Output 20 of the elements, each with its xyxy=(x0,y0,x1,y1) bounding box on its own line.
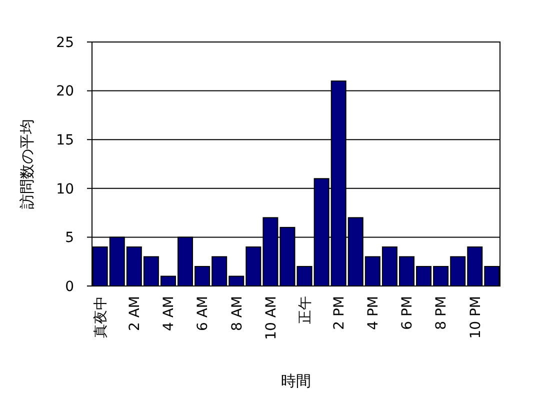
y-axis-title: 訪問数の平均 xyxy=(18,119,36,209)
y-tick-label: 25 xyxy=(56,34,74,51)
y-tick-label: 15 xyxy=(56,132,74,148)
x-tick-label: 4 PM xyxy=(366,296,382,330)
x-tick-label: 真夜中 xyxy=(92,296,109,338)
x-tick-label: 2 PM xyxy=(331,296,348,330)
x-tick-label: 8 AM xyxy=(229,296,246,332)
x-axis-title: 時間 xyxy=(281,372,311,390)
y-tick-label: 0 xyxy=(65,278,74,295)
x-tick-label: 正午 xyxy=(297,296,314,324)
x-tick-label: 10 AM xyxy=(263,296,280,340)
y-tick-label: 20 xyxy=(56,84,74,100)
y-tick-label: 10 xyxy=(56,181,74,198)
x-tick-label: 10 PM xyxy=(468,296,484,339)
x-tick-label: 2 AM xyxy=(127,296,144,332)
y-tick-label: 5 xyxy=(65,230,74,246)
x-tick-label: 6 PM xyxy=(400,296,416,330)
x-tick-label: 4 AM xyxy=(161,296,178,332)
x-tick-label: 8 PM xyxy=(434,296,450,330)
x-tick-label: 6 AM xyxy=(195,296,212,332)
